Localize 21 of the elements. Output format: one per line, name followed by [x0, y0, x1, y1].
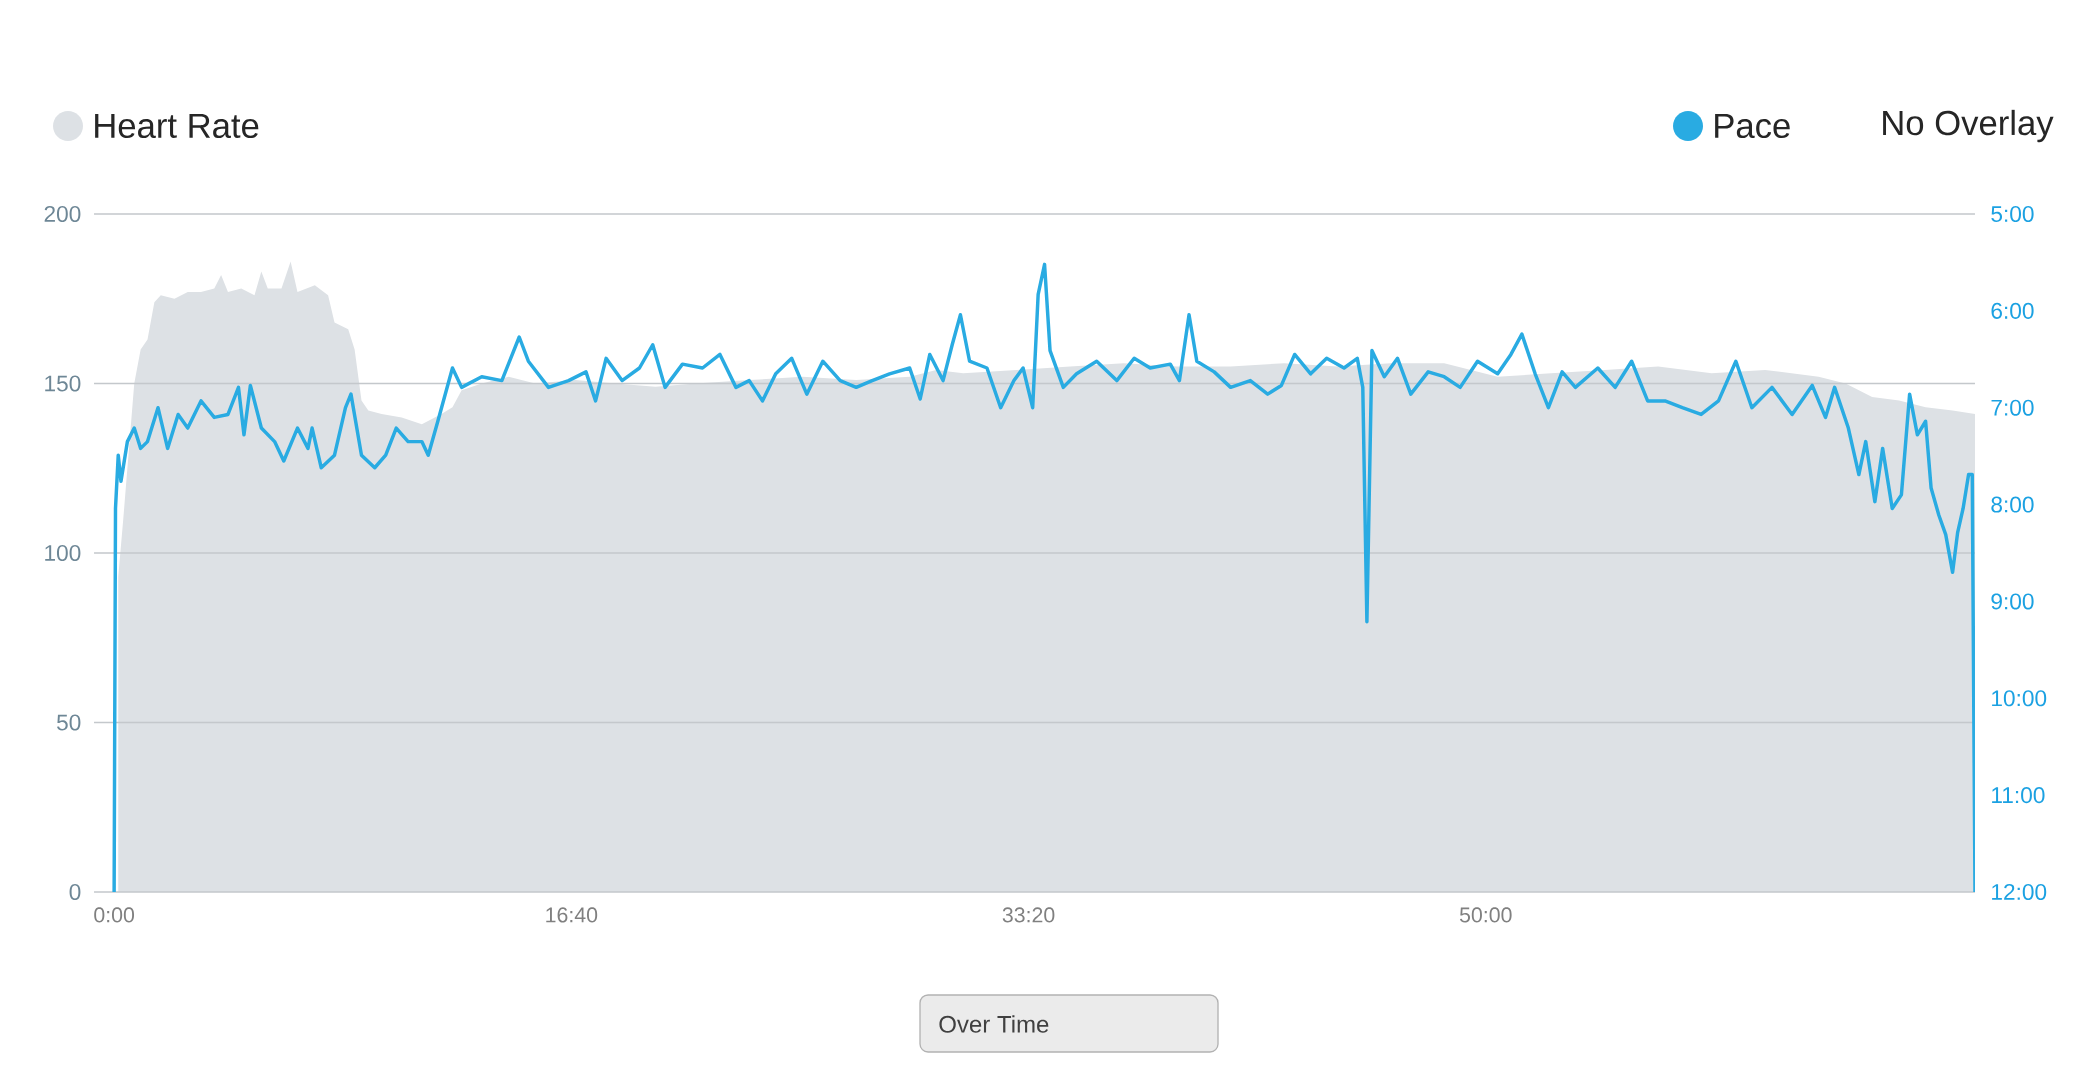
- x-tick-label: 33:20: [1002, 907, 1055, 923]
- text: Over Time: [939, 1015, 1049, 1033]
- y2-tick-label: 9:00: [1991, 593, 2034, 610]
- x-tick-label: 50:00: [1459, 907, 1512, 923]
- y-tick-label: 100: [45, 544, 81, 562]
- y2-tick-label: 12:00: [1992, 883, 2047, 901]
- y2-tick-label: 10:00: [1992, 690, 2047, 707]
- y-tick-label: 0: [69, 883, 81, 901]
- y2-tick-label: 7:00: [1991, 399, 2034, 416]
- y2-tick-label: 11:00: [1992, 787, 2045, 804]
- y-tick-label: 200: [44, 205, 81, 223]
- y2-tick-label: 6:00: [1991, 302, 2034, 319]
- x-tick-label: 16:40: [546, 907, 598, 923]
- x-tick-label: 0:00: [94, 907, 135, 923]
- y-tick-label: 150: [45, 375, 81, 392]
- y2-tick-label: 8:00: [1991, 496, 2034, 513]
- legend-label: Heart Rate: [95, 113, 259, 139]
- y-tick-label: 50: [56, 714, 81, 731]
- text: No Overlay: [1883, 109, 2054, 143]
- legend-label: Pace: [1715, 113, 1790, 139]
- y2-tick-label: 5:00: [1991, 205, 2034, 223]
